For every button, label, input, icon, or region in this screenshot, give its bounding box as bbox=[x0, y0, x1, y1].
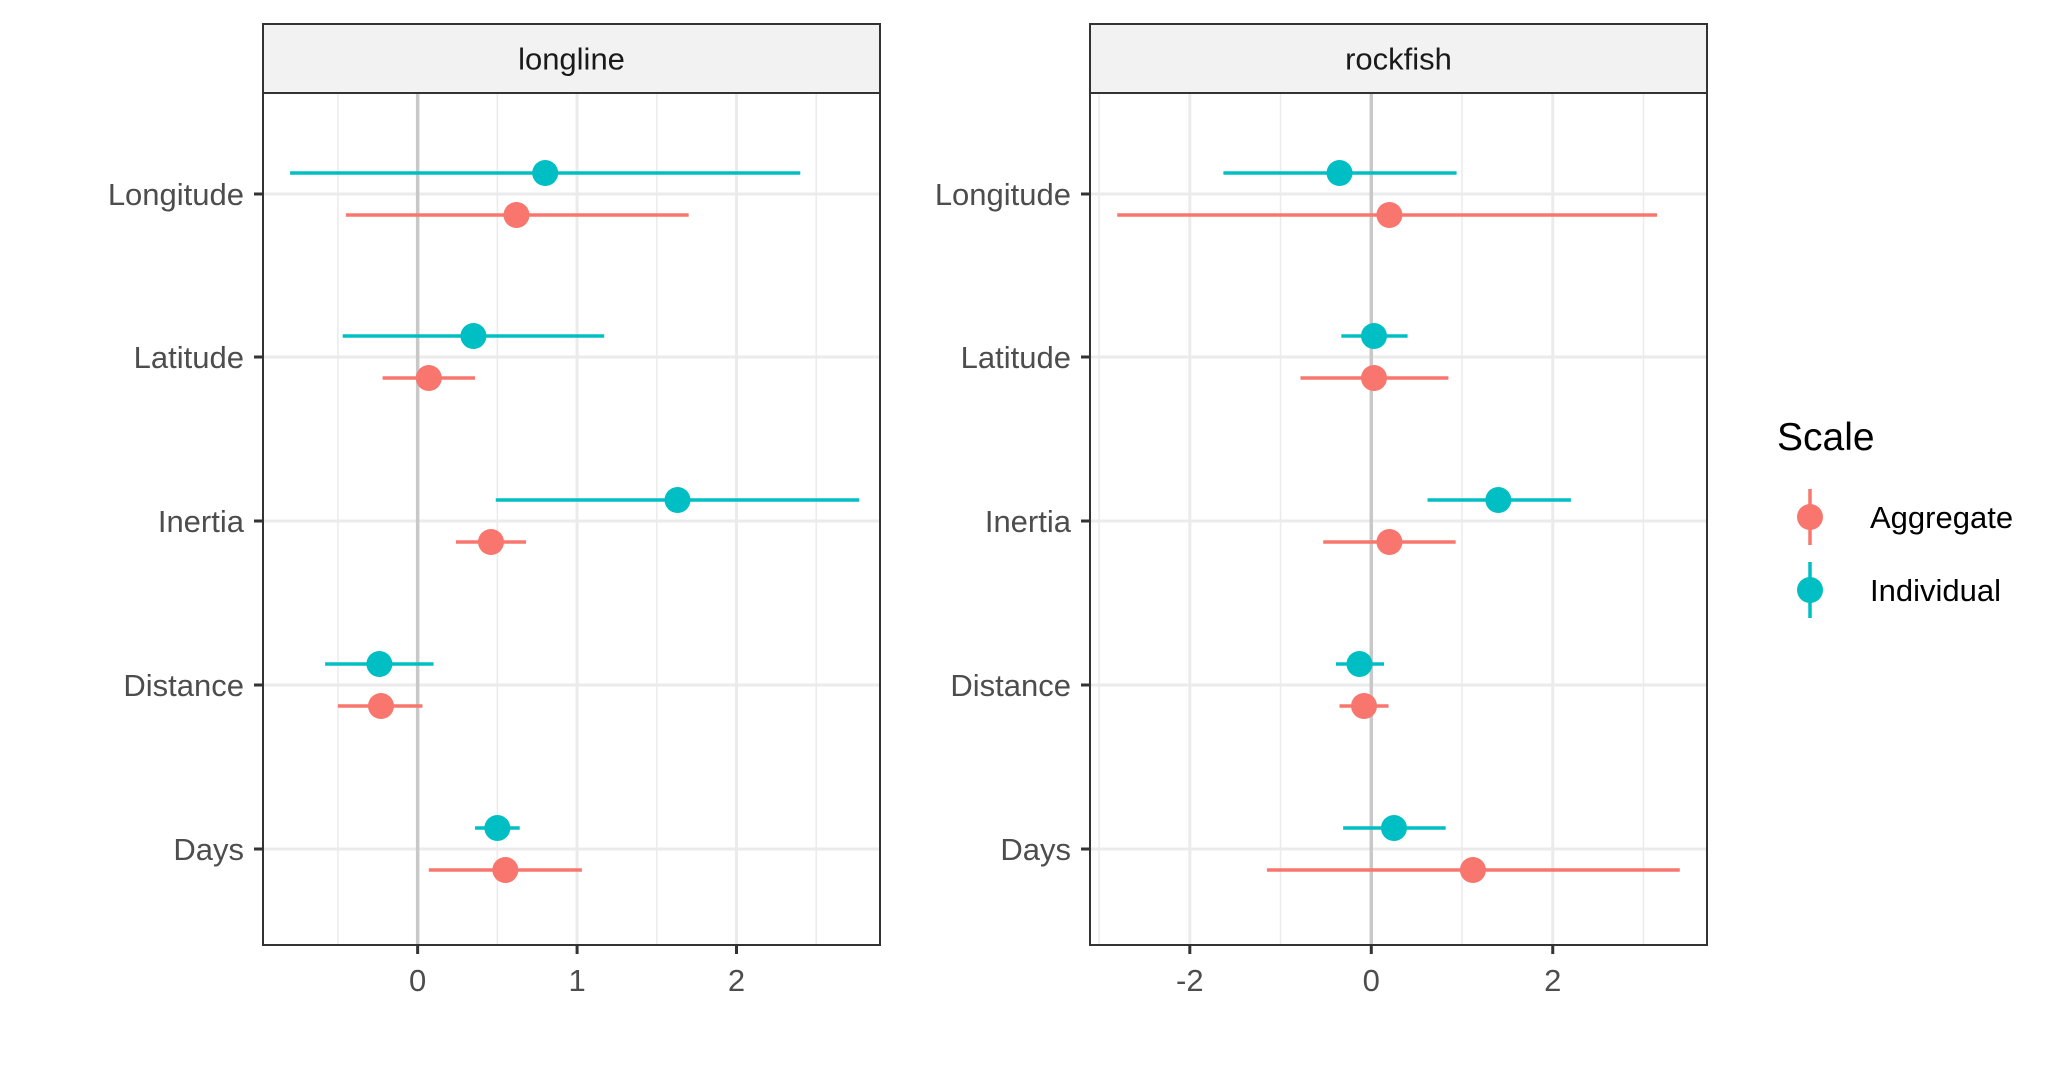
facet-strip bbox=[1089, 23, 1708, 94]
x-tick-label: 0 bbox=[1363, 963, 1380, 998]
legend-title: Scale bbox=[1777, 416, 1875, 459]
point-individual-inertia bbox=[1485, 487, 1512, 513]
facet-panel-rockfish: rockfish Longitude Latitude Inertia Distance… bbox=[935, 23, 1708, 998]
point-aggregate-distance bbox=[367, 693, 394, 719]
y-tick-label: Inertia bbox=[985, 504, 1072, 539]
point-individual-latitude bbox=[1361, 323, 1388, 349]
point-individual-distance bbox=[1346, 651, 1373, 677]
y-tick-label: Distance bbox=[123, 668, 244, 703]
point-aggregate-longitude bbox=[1376, 202, 1403, 228]
point-aggregate-latitude bbox=[1361, 365, 1388, 391]
point-aggregate-inertia bbox=[1376, 529, 1403, 555]
point-individual-days bbox=[1380, 815, 1407, 841]
point-aggregate-days bbox=[492, 857, 519, 883]
facet-panel-longline: longline Longitude Latitude Inertia Distance… bbox=[108, 23, 881, 998]
point-aggregate-days bbox=[1459, 857, 1486, 883]
facet-strip-label: rockfish bbox=[1345, 42, 1452, 77]
y-tick-label: Longitude bbox=[935, 177, 1071, 212]
y-tick-label: Days bbox=[173, 832, 244, 867]
legend-key-point bbox=[1797, 504, 1823, 530]
facet-panels: longline Longitude Latitude Inertia Distance… bbox=[108, 23, 1708, 998]
panel-background bbox=[1090, 93, 1707, 945]
x-tick-label: 1 bbox=[568, 963, 585, 998]
x-tick-label: 2 bbox=[728, 963, 745, 998]
point-aggregate-longitude bbox=[503, 202, 530, 228]
point-individual-longitude bbox=[532, 160, 559, 186]
legend-key-point bbox=[1797, 577, 1823, 603]
legend-item-individual: Individual bbox=[1797, 562, 2001, 618]
x-tick-label: -2 bbox=[1176, 963, 1204, 998]
legend-label: Aggregate bbox=[1870, 500, 2013, 535]
panel-border bbox=[262, 92, 881, 946]
y-tick-label: Latitude bbox=[961, 340, 1071, 375]
legend: Scale Aggregate Individual bbox=[1777, 416, 2013, 618]
point-aggregate-distance bbox=[1351, 693, 1378, 719]
y-tick-label: Longitude bbox=[108, 177, 244, 212]
y-tick-label: Inertia bbox=[158, 504, 245, 539]
point-aggregate-latitude bbox=[415, 365, 442, 391]
y-tick-label: Distance bbox=[950, 668, 1071, 703]
y-tick-label: Latitude bbox=[134, 340, 244, 375]
x-tick-label: 2 bbox=[1544, 963, 1561, 998]
point-individual-inertia bbox=[664, 487, 691, 513]
point-individual-longitude bbox=[1326, 160, 1353, 186]
point-aggregate-inertia bbox=[477, 529, 504, 555]
point-individual-latitude bbox=[460, 323, 487, 349]
x-tick-label: 0 bbox=[409, 963, 426, 998]
panel-border bbox=[1089, 92, 1708, 946]
point-individual-days bbox=[484, 815, 511, 841]
y-tick-label: Days bbox=[1000, 832, 1071, 867]
point-individual-distance bbox=[366, 651, 393, 677]
facet-strip-label: longline bbox=[518, 42, 625, 77]
legend-item-aggregate: Aggregate bbox=[1797, 489, 2013, 545]
facet-strip bbox=[262, 23, 881, 94]
legend-label: Individual bbox=[1870, 573, 2001, 608]
panel-background bbox=[263, 93, 880, 945]
